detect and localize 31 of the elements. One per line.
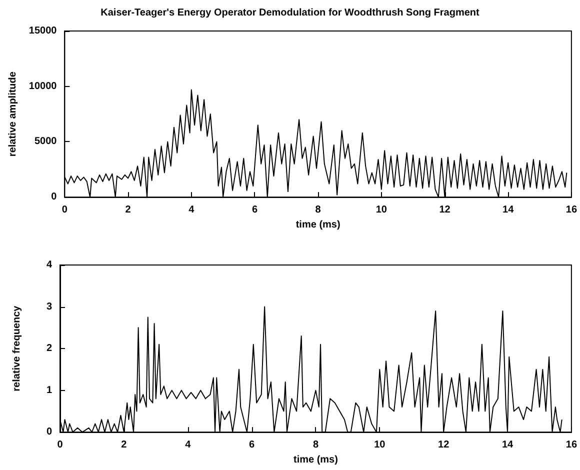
y-tick-label: 4 (46, 260, 52, 270)
y-tick-label: 5000 (34, 136, 58, 148)
y-tick-label: 1 (46, 384, 52, 396)
x-tick-label: 6 (252, 204, 258, 216)
x-tick-label: 6 (249, 440, 256, 451)
y-tick-label: 2 (46, 343, 52, 354)
x-tick-label: 2 (125, 204, 132, 216)
x-tick-label: 12 (438, 440, 450, 451)
x-tick-label: 4 (188, 204, 195, 216)
y-tick-label: 10000 (28, 80, 58, 92)
x-tick-label: 0 (62, 204, 68, 216)
y-tick-label: 0 (46, 426, 52, 438)
x-tick-label: 16 (566, 440, 578, 451)
x-tick-label: 2 (121, 440, 128, 451)
chart-title: Kaiser-Teager's Energy Operator Demodulation for Woodthrush Song Fragment (100, 8, 480, 18)
x-axis-title: time (ms) (293, 454, 338, 466)
y-axis-title: relative amplitude (8, 71, 18, 157)
x-axis-title: time (ms) (296, 220, 340, 230)
x-tick-label: 10 (374, 440, 386, 451)
x-tick-label: 8 (315, 204, 322, 216)
x-tick-label: 10 (376, 204, 388, 216)
x-tick-label: 4 (185, 440, 192, 451)
y-axis-title: relative frequency (12, 305, 22, 392)
x-tick-label: 8 (312, 440, 319, 451)
y-tick-label: 15000 (28, 26, 58, 36)
y-tick-label: 0 (51, 192, 58, 203)
x-tick-label: 16 (566, 204, 578, 216)
x-tick-label: 12 (439, 204, 451, 216)
x-tick-label: 14 (502, 204, 514, 216)
y-tick-label: 3 (46, 301, 52, 312)
x-tick-label: 14 (502, 440, 514, 451)
